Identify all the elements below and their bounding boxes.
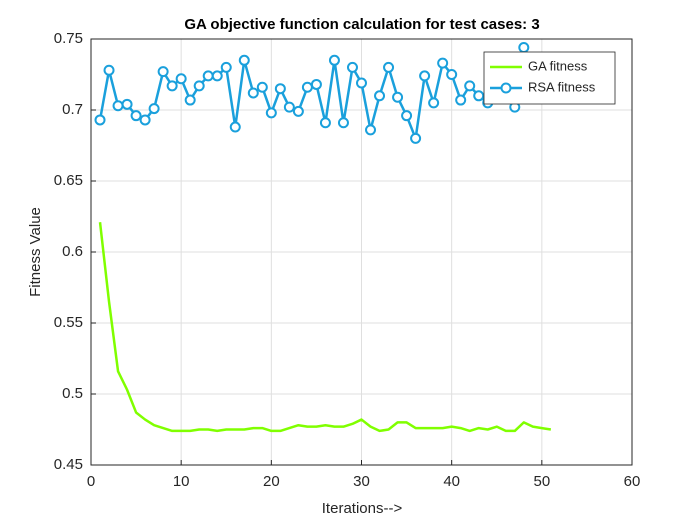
data-point: [121, 98, 133, 110]
data-point: [166, 80, 178, 92]
data-point: [148, 103, 160, 115]
data-point: [518, 42, 530, 54]
data-point: [401, 110, 413, 122]
data-point: [328, 54, 340, 66]
data-point: [419, 70, 431, 82]
data-point: [175, 73, 187, 85]
series-line: [98, 222, 552, 433]
y-tick-label: 0.45: [54, 456, 83, 473]
y-tick-label: 0.55: [54, 314, 83, 331]
data-point: [464, 80, 476, 92]
y-tick-label: 0.65: [54, 172, 83, 189]
data-point: [130, 110, 142, 122]
legend-marker: [500, 82, 512, 94]
data-point: [346, 61, 358, 73]
data-point: [193, 80, 205, 92]
data-point: [337, 117, 349, 129]
data-point: [392, 91, 404, 103]
data-point: [256, 81, 268, 93]
data-point: [383, 61, 395, 73]
data-point: [365, 124, 377, 136]
legend-box: [483, 51, 616, 105]
data-point: [374, 90, 386, 102]
data-point: [283, 101, 295, 113]
data-point: [274, 83, 286, 95]
data-point: [202, 70, 214, 82]
data-point: [292, 105, 304, 117]
x-tick-label: 50: [533, 473, 550, 490]
data-point: [319, 117, 331, 129]
data-point: [310, 78, 322, 90]
x-axis-label: Iterations-->: [322, 500, 403, 517]
data-point: [112, 100, 124, 112]
data-point: [356, 77, 367, 89]
data-point: [238, 54, 250, 66]
y-tick-label: 0.5: [62, 385, 83, 402]
x-tick-label: 0: [87, 473, 95, 490]
data-point: [428, 97, 440, 109]
y-tick-label: 0.75: [54, 30, 83, 47]
data-point: [437, 57, 449, 69]
x-tick-label: 30: [353, 473, 370, 490]
data-point: [265, 107, 277, 119]
data-point: [446, 69, 458, 80]
data-point: [184, 94, 196, 106]
data-point: [211, 70, 223, 82]
y-tick-label: 0.7: [62, 101, 83, 118]
x-tick-label: 40: [443, 473, 460, 490]
data-point: [247, 87, 259, 99]
data-point: [94, 114, 106, 126]
data-point: [301, 81, 313, 93]
data-point: [220, 61, 232, 73]
data-point: [103, 64, 115, 76]
chart-title: GA objective function calculation for te…: [184, 16, 539, 33]
legend-label: RSA fitness: [528, 79, 596, 94]
x-tick-label: 20: [263, 473, 280, 490]
data-point: [229, 121, 241, 133]
data-point: [139, 114, 151, 126]
plot-frame: [90, 38, 633, 466]
data-point: [410, 132, 422, 144]
data-point: [455, 94, 467, 106]
y-tick-label: 0.6: [62, 243, 83, 260]
x-tick-label: 10: [173, 473, 190, 490]
legend-label: GA fitness: [528, 58, 588, 73]
x-tick-label: 60: [624, 473, 641, 490]
y-axis-label: Fitness Value: [27, 207, 44, 297]
data-point: [473, 90, 485, 102]
data-point: [157, 66, 169, 78]
